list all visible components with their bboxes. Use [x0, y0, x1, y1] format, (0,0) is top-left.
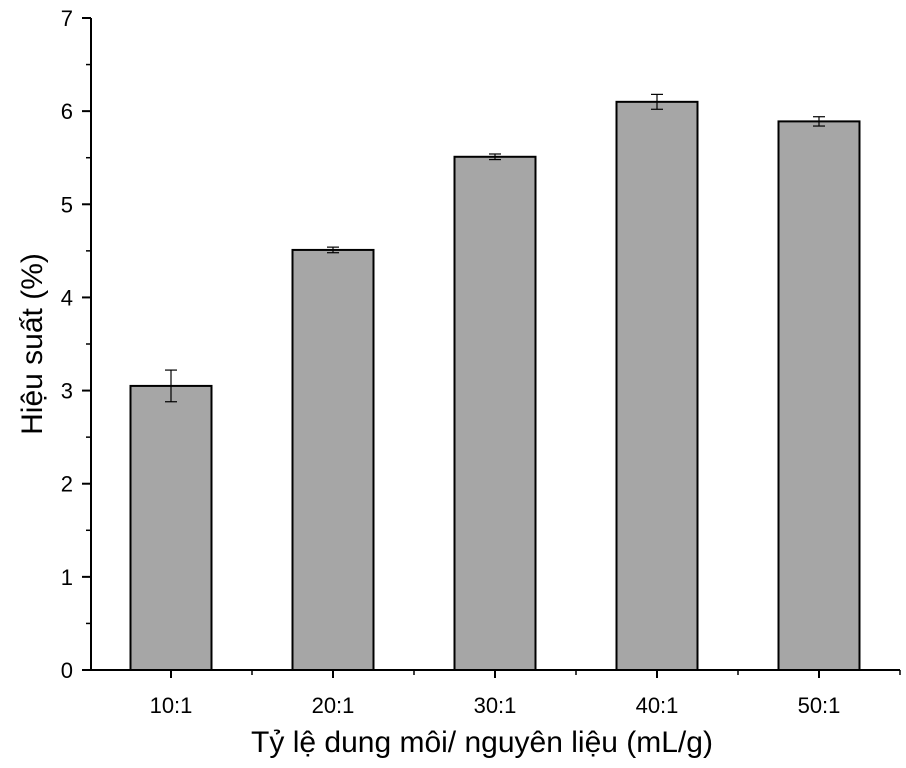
- x-tick-label: 40:1: [636, 693, 679, 718]
- y-tick-label: 2: [61, 472, 73, 497]
- bar-40-1: [615, 100, 699, 672]
- x-tick-label: 10:1: [150, 693, 193, 718]
- y-tick-label: 6: [61, 99, 73, 124]
- x-tick-label: 20:1: [312, 693, 355, 718]
- error-bar-20-1: [327, 246, 339, 254]
- y-tick-label: 0: [61, 658, 73, 683]
- bar-50-1: [777, 120, 861, 672]
- y-tick-label: 4: [61, 285, 73, 310]
- y-tick-label: 1: [61, 565, 73, 590]
- x-tick-label: 30:1: [474, 693, 517, 718]
- bar-10-1: [129, 384, 213, 671]
- y-tick-label: 5: [61, 192, 73, 217]
- y-ticks-group: 0 1 2 3 4 5 6 7: [61, 6, 91, 683]
- bar-30-1: [453, 155, 537, 672]
- bars-group: [129, 100, 861, 672]
- error-bar-10-1: [165, 369, 177, 403]
- y-axis-title: Hiệu suất (%): [16, 253, 49, 435]
- error-bar-40-1: [651, 93, 663, 110]
- y-tick-label: 7: [61, 6, 73, 31]
- x-tick-label: 50:1: [798, 693, 841, 718]
- error-bars-group: [165, 93, 825, 403]
- bar-20-1: [291, 248, 375, 671]
- y-tick-label: 3: [61, 379, 73, 404]
- x-axis-title: Tỷ lệ dung môi/ nguyên liệu (mL/g): [251, 726, 713, 759]
- error-bar-30-1: [489, 153, 501, 161]
- error-bar-50-1: [813, 116, 825, 127]
- x-ticks-group: 10:1 20:1 30:1 40:1 50:1: [150, 670, 901, 718]
